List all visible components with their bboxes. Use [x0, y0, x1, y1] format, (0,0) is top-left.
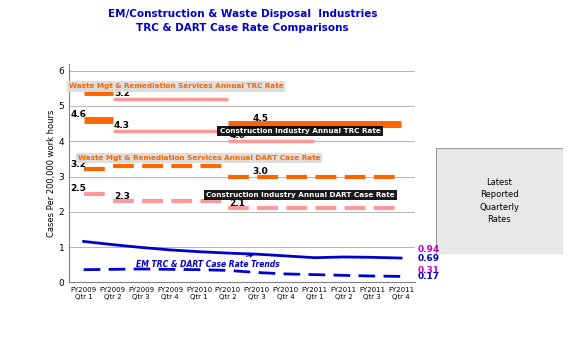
Text: 0.94: 0.94	[417, 245, 440, 254]
Text: 0.69: 0.69	[417, 253, 439, 263]
Text: Waste Mgt & Remediation Services Annual TRC Rate: Waste Mgt & Remediation Services Annual …	[69, 84, 283, 89]
Text: 2.3: 2.3	[114, 192, 130, 201]
Text: 5.2: 5.2	[114, 89, 130, 98]
Text: 4.5: 4.5	[252, 114, 268, 123]
Text: 3.3: 3.3	[114, 156, 130, 165]
Text: 4.3: 4.3	[114, 121, 130, 130]
Y-axis label: Cases Per 200,000 work hours: Cases Per 200,000 work hours	[47, 109, 56, 237]
Text: EM TRC & DART Case Rate Trends: EM TRC & DART Case Rate Trends	[136, 254, 279, 269]
FancyBboxPatch shape	[436, 148, 563, 254]
Text: 4.6: 4.6	[70, 110, 87, 119]
Text: Latest
Reported
Quarterly
Rates: Latest Reported Quarterly Rates	[479, 178, 519, 225]
Text: 4.0: 4.0	[229, 132, 245, 140]
Text: 0.17: 0.17	[417, 272, 439, 281]
Text: EM/Construction & Waste Disposal  Industries: EM/Construction & Waste Disposal Industr…	[107, 9, 377, 19]
Text: 3.2: 3.2	[70, 160, 87, 169]
Text: Waste Mgt & Remediation Services Annual DART Case Rate: Waste Mgt & Remediation Services Annual …	[78, 155, 320, 161]
Text: 3.0: 3.0	[252, 167, 268, 176]
Text: TRC & DART Case Rate Comparisons: TRC & DART Case Rate Comparisons	[136, 23, 349, 33]
Text: Construction Industry Annual TRC Rate: Construction Industry Annual TRC Rate	[220, 128, 380, 134]
Text: 2.5: 2.5	[70, 185, 87, 193]
Text: 0.31: 0.31	[417, 265, 439, 275]
Text: 2.1: 2.1	[229, 199, 245, 208]
Text: 5.4: 5.4	[70, 82, 87, 91]
Text: Construction Industry Annual DART Case Rate: Construction Industry Annual DART Case R…	[206, 192, 394, 198]
